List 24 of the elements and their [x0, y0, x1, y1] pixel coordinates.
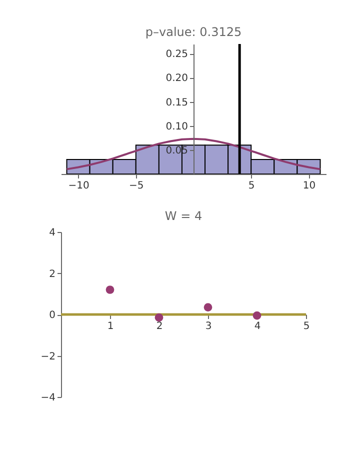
- x-tick-label: 10: [302, 180, 316, 192]
- point: [204, 303, 212, 312]
- x-tick-label: 5: [248, 180, 255, 192]
- x-tick-label: 2: [156, 321, 163, 332]
- y-tick-label: 0: [49, 310, 56, 321]
- y-tick-label: 0.20: [166, 73, 188, 84]
- x-tick-label: −5: [129, 180, 144, 192]
- x-tick-label: 5: [303, 321, 310, 332]
- chart-title: W = 4: [164, 209, 202, 223]
- y-tick-label: −4: [40, 392, 56, 404]
- point: [154, 313, 164, 322]
- x-tick-label: 3: [205, 321, 212, 332]
- x-tick-label: 1: [107, 321, 114, 332]
- y-tick-label: 4: [49, 228, 56, 238]
- point: [106, 286, 114, 294]
- point: [252, 311, 262, 320]
- y-tick-label: −2: [40, 351, 56, 362]
- y-tick-label: 0.15: [166, 97, 188, 108]
- chart-title: p–value: 0.3125: [145, 24, 242, 39]
- y-tick-label: 0.25: [166, 49, 188, 60]
- y-tick-label: 2: [49, 268, 56, 280]
- x-tick-label: −10: [68, 180, 90, 192]
- x-tick-label: 4: [254, 321, 261, 332]
- y-tick-label: 0.10: [166, 121, 188, 132]
